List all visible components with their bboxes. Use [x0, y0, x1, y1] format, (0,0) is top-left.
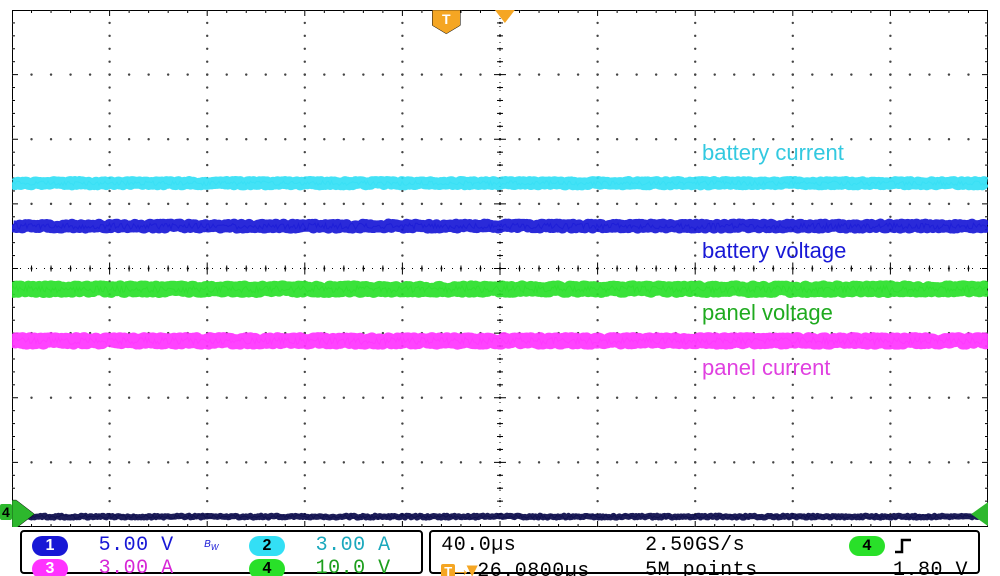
- scope-svg: T4: [12, 10, 988, 527]
- trace-label: panel current: [702, 355, 830, 381]
- trace-label: panel voltage: [702, 300, 833, 326]
- scope-graticule: T4: [12, 10, 988, 527]
- info-bar: 1 5.00 V BW 2 3.00 A 3 3.00 A 4 10.0 V 40.0µs 2.…: [20, 530, 980, 574]
- channel-indicator: 2: [249, 536, 285, 556]
- trace-label: battery current: [702, 140, 844, 166]
- channel-scale-value: 10.0 V: [316, 557, 412, 576]
- timebase-trigger-panel: 40.0µs 2.50GS/s 4 T→▾26.0800µs 5M points 1.…: [429, 530, 980, 574]
- channel-indicator: 3: [32, 559, 68, 576]
- trace-label: battery voltage: [702, 238, 846, 264]
- timebase-value: 40.0µs: [441, 534, 637, 557]
- channel-indicator: 1: [32, 536, 68, 556]
- sample-rate-value: 2.50GS/s: [645, 534, 841, 557]
- bandwidth-limit-icon: BW: [204, 539, 239, 552]
- record-length-value: 5M points: [645, 559, 841, 576]
- channel-scale-value: 3.00 A: [316, 534, 412, 557]
- channel-scale-value: 3.00 A: [99, 557, 195, 576]
- svg-text:T: T: [442, 11, 451, 27]
- channel-indicator: 4: [249, 559, 285, 576]
- trigger-level-value: 1.80 V: [893, 559, 968, 576]
- trigger-delay-value: T→▾26.0800µs: [441, 557, 637, 576]
- rising-edge-icon: [893, 536, 968, 556]
- ch4-ground-label: 4: [0, 504, 12, 520]
- channel-scales-panel: 1 5.00 V BW 2 3.00 A 3 3.00 A 4 10.0 V: [20, 530, 423, 574]
- trigger-source-indicator: 4: [849, 536, 885, 556]
- channel-scale-value: 5.00 V: [99, 534, 195, 557]
